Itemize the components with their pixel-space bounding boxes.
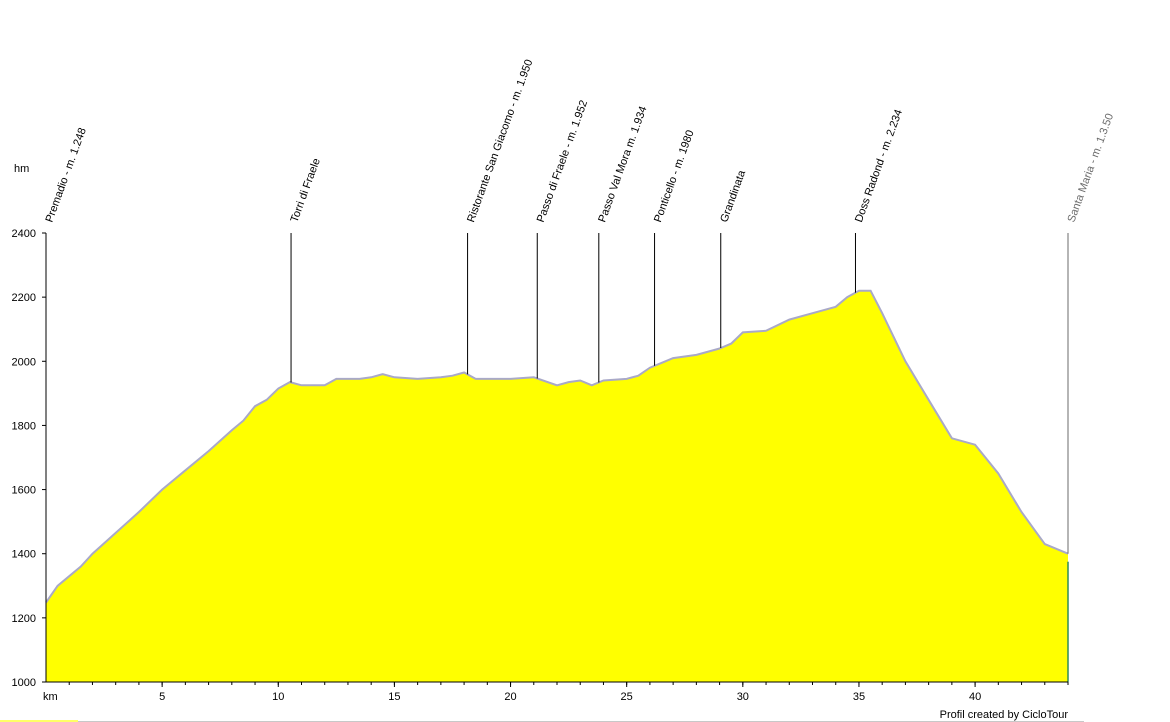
x-tick-label: 5 [159,691,165,703]
chart-credit: Profil created by CicloTour [939,709,1068,721]
waypoint-label: Premadio - m. 1.248 [44,126,89,224]
x-tick-label: 15 [388,691,400,703]
waypoint-label: Passo Val Mora m. 1.934 [596,105,649,224]
y-tick-label: 2200 [12,292,36,304]
waypoint-label: Santa Maria - m. 1.3.50 [1066,112,1117,224]
y-tick-label: 2000 [12,356,36,368]
waypoint-label: Grandinata [718,168,748,224]
waypoint-label: Ponticello - m. 1980 [652,129,697,224]
waypoint-lines-layer [290,233,1069,554]
waypoint-label: Ristorante San Giacomo - m. 1.950 [465,58,535,224]
x-tick-label: 25 [621,691,633,703]
y-tick-label: 1600 [12,485,36,497]
bottom-accent-bar [0,720,78,722]
y-axis-ticks: 1000 1200 1400 1600 1800 2000 2200 2400 [12,228,46,689]
x-tick-label: 35 [853,691,865,703]
profile-area-layer [45,289,1069,682]
x-tick-label: 10 [272,691,284,703]
waypoint-label: Passo di Fraele - m. 1.952 [535,99,590,224]
profile-area [46,290,1068,682]
y-tick-label: 1200 [12,613,36,625]
x-tick-label: 20 [504,691,516,703]
profile-line [45,289,1069,604]
y-tick-label: 1000 [12,677,36,689]
y-tick-label: 1400 [12,549,36,561]
y-axis-unit-label: hm [14,163,29,175]
x-axis-ticks: 5 10 15 20 25 30 35 40 [68,682,1069,703]
waypoint-label: Doss Radond - m. 2.234 [853,108,905,224]
x-tick-label: 40 [969,691,981,703]
waypoint-label: Torri di Fraele [289,157,323,224]
y-tick-label: 2400 [12,228,36,240]
waypoint-labels-layer: Premadio - m. 1.248 Torri di Fraele Ristor… [44,58,1117,224]
y-tick-label: 1800 [12,420,36,432]
x-axis-unit-label: km [43,691,58,703]
x-tick-label: 30 [737,691,749,703]
